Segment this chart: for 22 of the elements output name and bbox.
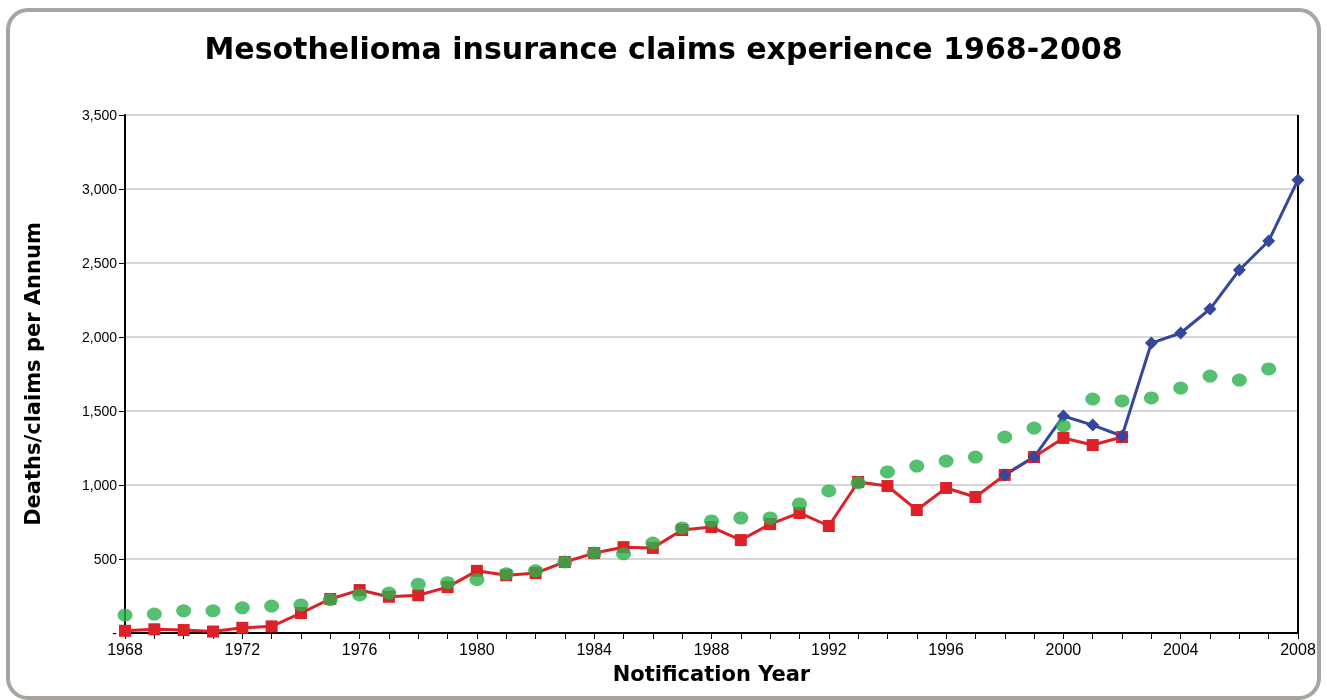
y-axis-title: Deaths/claims per Annum: [20, 222, 45, 526]
y-tick-label: 500: [93, 551, 118, 567]
x-tick-label: 1972: [224, 640, 261, 658]
chart-title: Mesothelioma insurance claims experience 1968-2008: [204, 30, 1123, 66]
x-tick-label: 1976: [341, 640, 378, 658]
y-tick-label: -: [112, 625, 118, 641]
x-tick-label: 2004: [1162, 640, 1199, 658]
y-tick-label: 2,500: [81, 255, 118, 271]
x-tick-label: 1996: [928, 640, 964, 658]
x-tick-label: 1988: [693, 640, 730, 658]
x-tick-label: 1984: [576, 640, 613, 658]
x-tick-label: 1992: [811, 640, 847, 658]
x-tick-label: 1968: [107, 640, 143, 658]
x-tick-label: 1980: [459, 640, 495, 658]
x-tick-label: 2008: [1280, 640, 1316, 658]
y-tick-label: 1,500: [81, 403, 118, 419]
y-tick-label: 1,000: [81, 477, 118, 493]
x-axis-title: Notification Year: [612, 661, 811, 686]
x-tick-label: 2000: [1045, 640, 1082, 658]
y-tick-label: 3,000: [81, 181, 118, 197]
y-tick-label: 3,500: [81, 107, 118, 123]
y-tick-label: 2,000: [81, 329, 118, 345]
